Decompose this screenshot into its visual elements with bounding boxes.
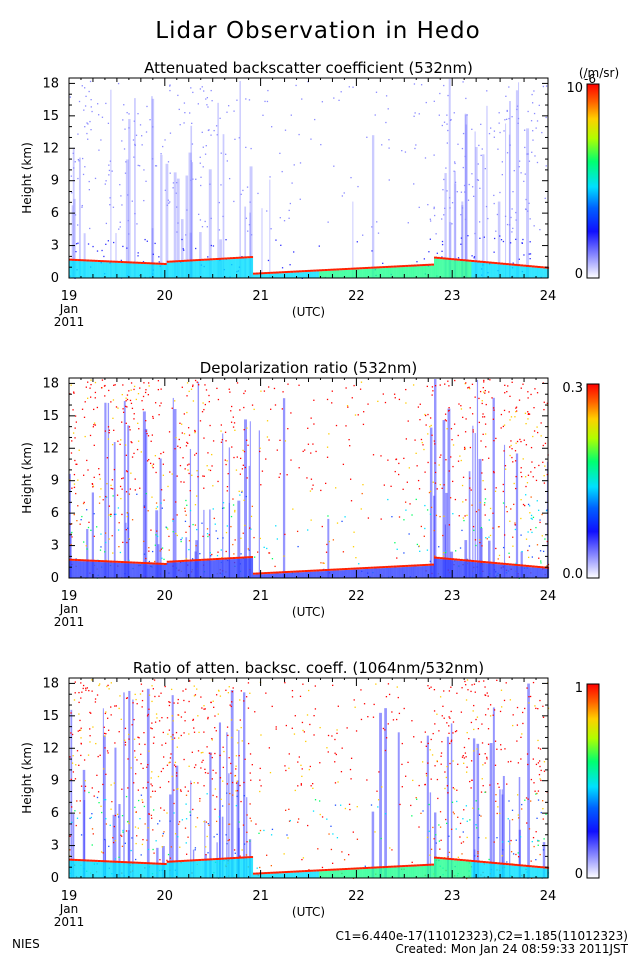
y-tick-label: 3 bbox=[51, 239, 59, 254]
x-date-year: 2011 bbox=[54, 915, 85, 929]
plot-area bbox=[69, 378, 548, 578]
panel-title: Ratio of atten. backsc. coeff. (1064nm/5… bbox=[133, 659, 484, 677]
y-axis-label: Height (km) bbox=[20, 142, 34, 213]
heatmap-texture bbox=[69, 78, 550, 279]
y-tick-label: 9 bbox=[51, 174, 59, 189]
heatmap-texture bbox=[69, 379, 550, 579]
y-tick-label: 15 bbox=[42, 109, 59, 124]
colorbar bbox=[586, 83, 600, 279]
x-tick-label: 19 bbox=[61, 589, 78, 604]
x-date-year: 2011 bbox=[54, 315, 85, 329]
x-date-year: 2011 bbox=[54, 615, 85, 629]
y-tick-label: 12 bbox=[42, 441, 59, 456]
x-tick-label: 21 bbox=[252, 589, 269, 604]
x-tick-label: 20 bbox=[157, 589, 174, 604]
heatmap-texture bbox=[69, 679, 550, 880]
footer-created: Created: Mon Jan 24 08:59:33 2011JST bbox=[395, 942, 628, 956]
y-tick-label: 9 bbox=[51, 474, 59, 489]
y-tick-label: 6 bbox=[51, 206, 59, 221]
y-axis-label: Height (km) bbox=[20, 442, 34, 513]
colorbar-unit: (/m/sr) bbox=[579, 66, 619, 80]
plot-area bbox=[69, 78, 548, 278]
x-tick-label: 24 bbox=[540, 589, 557, 604]
x-tick-label: 19 bbox=[61, 289, 78, 304]
x-tick-label: 23 bbox=[444, 289, 461, 304]
y-tick-label: 3 bbox=[51, 839, 59, 854]
y-tick-label: 15 bbox=[42, 709, 59, 724]
footer-org: NIES bbox=[12, 937, 40, 951]
y-tick-label: 0 bbox=[51, 571, 59, 586]
x-tick-label: 24 bbox=[540, 889, 557, 904]
x-tick-label: 23 bbox=[444, 889, 461, 904]
chart-panel-3: Ratio of atten. backsc. coeff. (1064nm/5… bbox=[20, 659, 600, 929]
x-axis-label: (UTC) bbox=[292, 905, 325, 919]
colorbar-max-label: 10 bbox=[566, 81, 583, 96]
x-axis-label: (UTC) bbox=[292, 605, 325, 619]
y-axis-label: Height (km) bbox=[20, 742, 34, 813]
y-tick-label: 0 bbox=[51, 871, 59, 886]
colorbar-exponent: -6 bbox=[584, 72, 596, 86]
x-tick-label: 24 bbox=[540, 289, 557, 304]
colorbar-max-label: 1 bbox=[575, 681, 583, 696]
x-tick-label: 22 bbox=[348, 289, 365, 304]
y-tick-label: 18 bbox=[42, 376, 59, 391]
y-tick-label: 18 bbox=[42, 676, 59, 691]
y-tick-label: 12 bbox=[42, 141, 59, 156]
x-tick-label: 22 bbox=[348, 889, 365, 904]
plot-area bbox=[69, 678, 548, 878]
colorbar bbox=[586, 683, 600, 879]
x-tick-label: 21 bbox=[252, 289, 269, 304]
colorbar-min-label: 0.0 bbox=[562, 567, 583, 582]
y-tick-label: 12 bbox=[42, 741, 59, 756]
y-tick-label: 3 bbox=[51, 539, 59, 554]
y-tick-label: 9 bbox=[51, 774, 59, 789]
x-date-month: Jan bbox=[59, 602, 79, 616]
x-tick-label: 22 bbox=[348, 589, 365, 604]
chart-panel-1: Attenuated backscatter coefficient (532n… bbox=[20, 59, 619, 329]
x-date-month: Jan bbox=[59, 902, 79, 916]
y-tick-label: 6 bbox=[51, 806, 59, 821]
x-tick-label: 21 bbox=[252, 889, 269, 904]
footer-constants: C1=6.440e-17(11012323),C2=1.185(11012323… bbox=[335, 929, 628, 943]
x-tick-label: 23 bbox=[444, 589, 461, 604]
chart-panel-2: Depolarization ratio (532nm) 0 3 6 9 12 15 18 19… bbox=[20, 359, 600, 629]
x-date-month: Jan bbox=[59, 302, 79, 316]
panel-title: Depolarization ratio (532nm) bbox=[200, 359, 418, 377]
x-axis-label: (UTC) bbox=[292, 305, 325, 319]
colorbar-max-label: 0.3 bbox=[562, 381, 583, 396]
panel-title: Attenuated backscatter coefficient (532n… bbox=[144, 59, 473, 77]
colorbar-min-label: 0 bbox=[575, 867, 583, 882]
colorbar bbox=[586, 383, 600, 579]
x-tick-label: 20 bbox=[157, 289, 174, 304]
y-tick-label: 15 bbox=[42, 409, 59, 424]
y-tick-label: 6 bbox=[51, 506, 59, 521]
x-tick-label: 19 bbox=[61, 889, 78, 904]
colorbar-min-label: 0 bbox=[575, 267, 583, 282]
y-tick-label: 0 bbox=[51, 271, 59, 286]
x-tick-label: 20 bbox=[157, 889, 174, 904]
y-tick-label: 18 bbox=[42, 76, 59, 91]
figure-title: Lidar Observation in Hedo bbox=[155, 18, 480, 44]
